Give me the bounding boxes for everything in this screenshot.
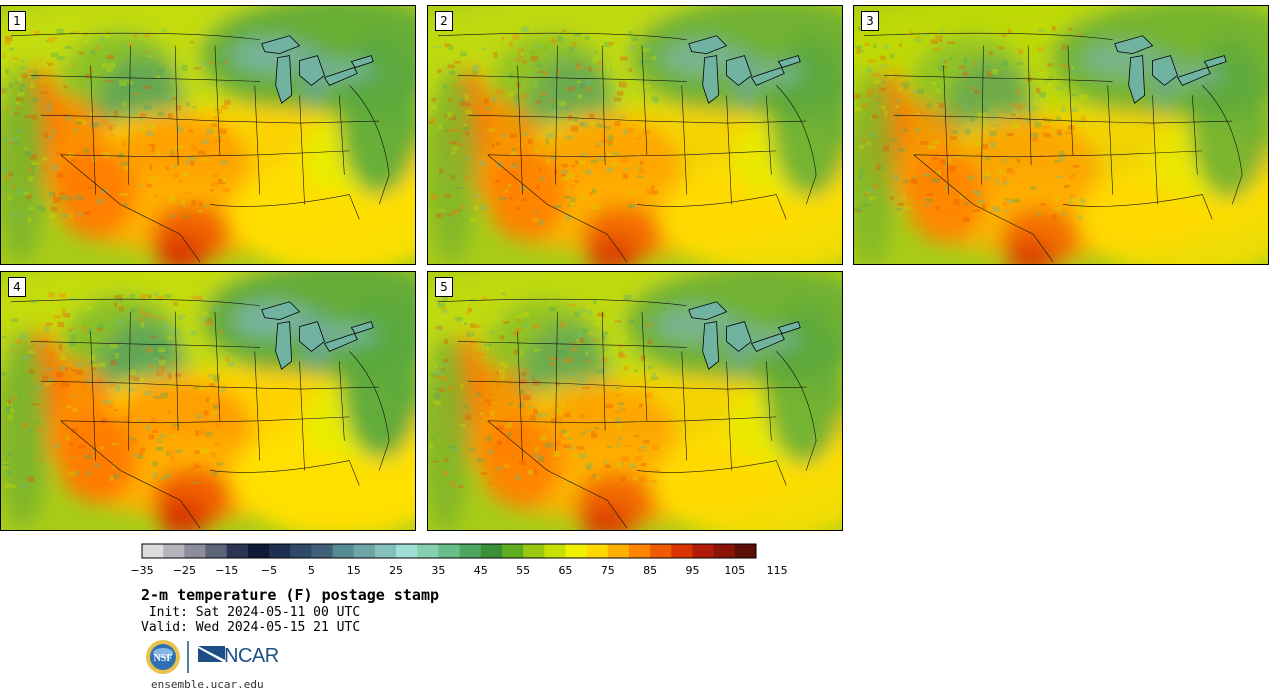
temperature-field: [1, 6, 415, 264]
panel-label: 4: [8, 277, 26, 297]
nsf-logo-text: NSF: [154, 653, 173, 664]
valid-time: Valid: Wed 2024-05-15 21 UTC: [141, 620, 361, 635]
colorbar-swatch: [459, 544, 482, 558]
temperature-field: [854, 6, 1268, 264]
colorbar-swatch: [713, 544, 736, 558]
temperature-field: [428, 272, 842, 530]
colorbar-tick-label: 75: [600, 564, 615, 577]
chart-title: 2-m temperature (F) postage stamp: [141, 586, 440, 604]
colorbar-swatch: [586, 544, 609, 558]
colorbar-swatch: [396, 544, 418, 558]
website-footer: ensemble.ucar.edu: [151, 678, 264, 691]
colorbar-swatch: [734, 544, 757, 558]
colorbar-swatch: [417, 544, 439, 558]
colorbar-swatch: [544, 544, 566, 558]
colorbar-swatch: [523, 544, 545, 558]
colorbar-swatch: [374, 544, 397, 558]
panel-label: 3: [861, 11, 879, 31]
colorbar-swatch: [142, 544, 164, 558]
colorbar-swatch: [438, 544, 461, 558]
map-panel-2: 2: [427, 5, 843, 265]
temperature-field: [428, 6, 842, 264]
colorbar-tick-label: −35: [130, 564, 154, 577]
colorbar-swatch: [247, 544, 270, 558]
colorbar-tick-label: 105: [724, 564, 746, 577]
colorbar-tick-label: 5: [307, 564, 315, 577]
temperature-colorbar: [141, 543, 757, 559]
nsf-ncar-logos: NSF: [146, 640, 225, 674]
colorbar-swatch: [269, 544, 291, 558]
temperature-field: [1, 272, 415, 530]
colorbar-swatch: [163, 544, 185, 558]
colorbar-tick-label: 115: [766, 564, 788, 577]
colorbar-tick-label: 85: [643, 564, 658, 577]
colorbar-tick-label: 25: [389, 564, 404, 577]
colorbar-swatch: [184, 544, 207, 558]
colorbar-swatch: [671, 544, 693, 558]
colorbar-tick-label: −15: [215, 564, 239, 577]
colorbar-swatch: [501, 544, 524, 558]
colorbar-tick-label: 65: [558, 564, 573, 577]
colorbar-tick-label: 15: [346, 564, 361, 577]
colorbar-swatch: [650, 544, 672, 558]
ncar-logo-text: NCAR: [224, 645, 279, 667]
panel-label: 1: [8, 11, 26, 31]
colorbar-swatch: [311, 544, 334, 558]
colorbar-tick-label: 45: [473, 564, 488, 577]
nsf-logo-icon: NSF: [146, 640, 180, 674]
colorbar-tick-label: −5: [260, 564, 278, 577]
ncar-logo-icon: [198, 646, 225, 662]
colorbar-tick-label: 35: [431, 564, 446, 577]
colorbar-swatch: [205, 544, 228, 558]
map-panel-5: 5: [427, 271, 843, 531]
panel-label: 5: [435, 277, 453, 297]
colorbar-swatch: [628, 544, 651, 558]
colorbar-swatch: [607, 544, 630, 558]
colorbar-swatch: [332, 544, 355, 558]
colorbar-tick-label: 55: [516, 564, 531, 577]
colorbar-swatch: [692, 544, 715, 558]
map-panel-1: 1: [0, 5, 416, 265]
colorbar-swatch: [480, 544, 503, 558]
colorbar-swatch: [226, 544, 249, 558]
map-panel-3: 3: [853, 5, 1269, 265]
panel-label: 2: [435, 11, 453, 31]
init-time: Init: Sat 2024-05-11 00 UTC: [141, 605, 361, 620]
colorbar-swatch: [353, 544, 376, 558]
colorbar-swatch: [565, 544, 588, 558]
colorbar-tick-label: −25: [172, 564, 196, 577]
colorbar-swatch: [290, 544, 312, 558]
map-panel-4: 4: [0, 271, 416, 531]
colorbar-tick-label: 95: [685, 564, 700, 577]
